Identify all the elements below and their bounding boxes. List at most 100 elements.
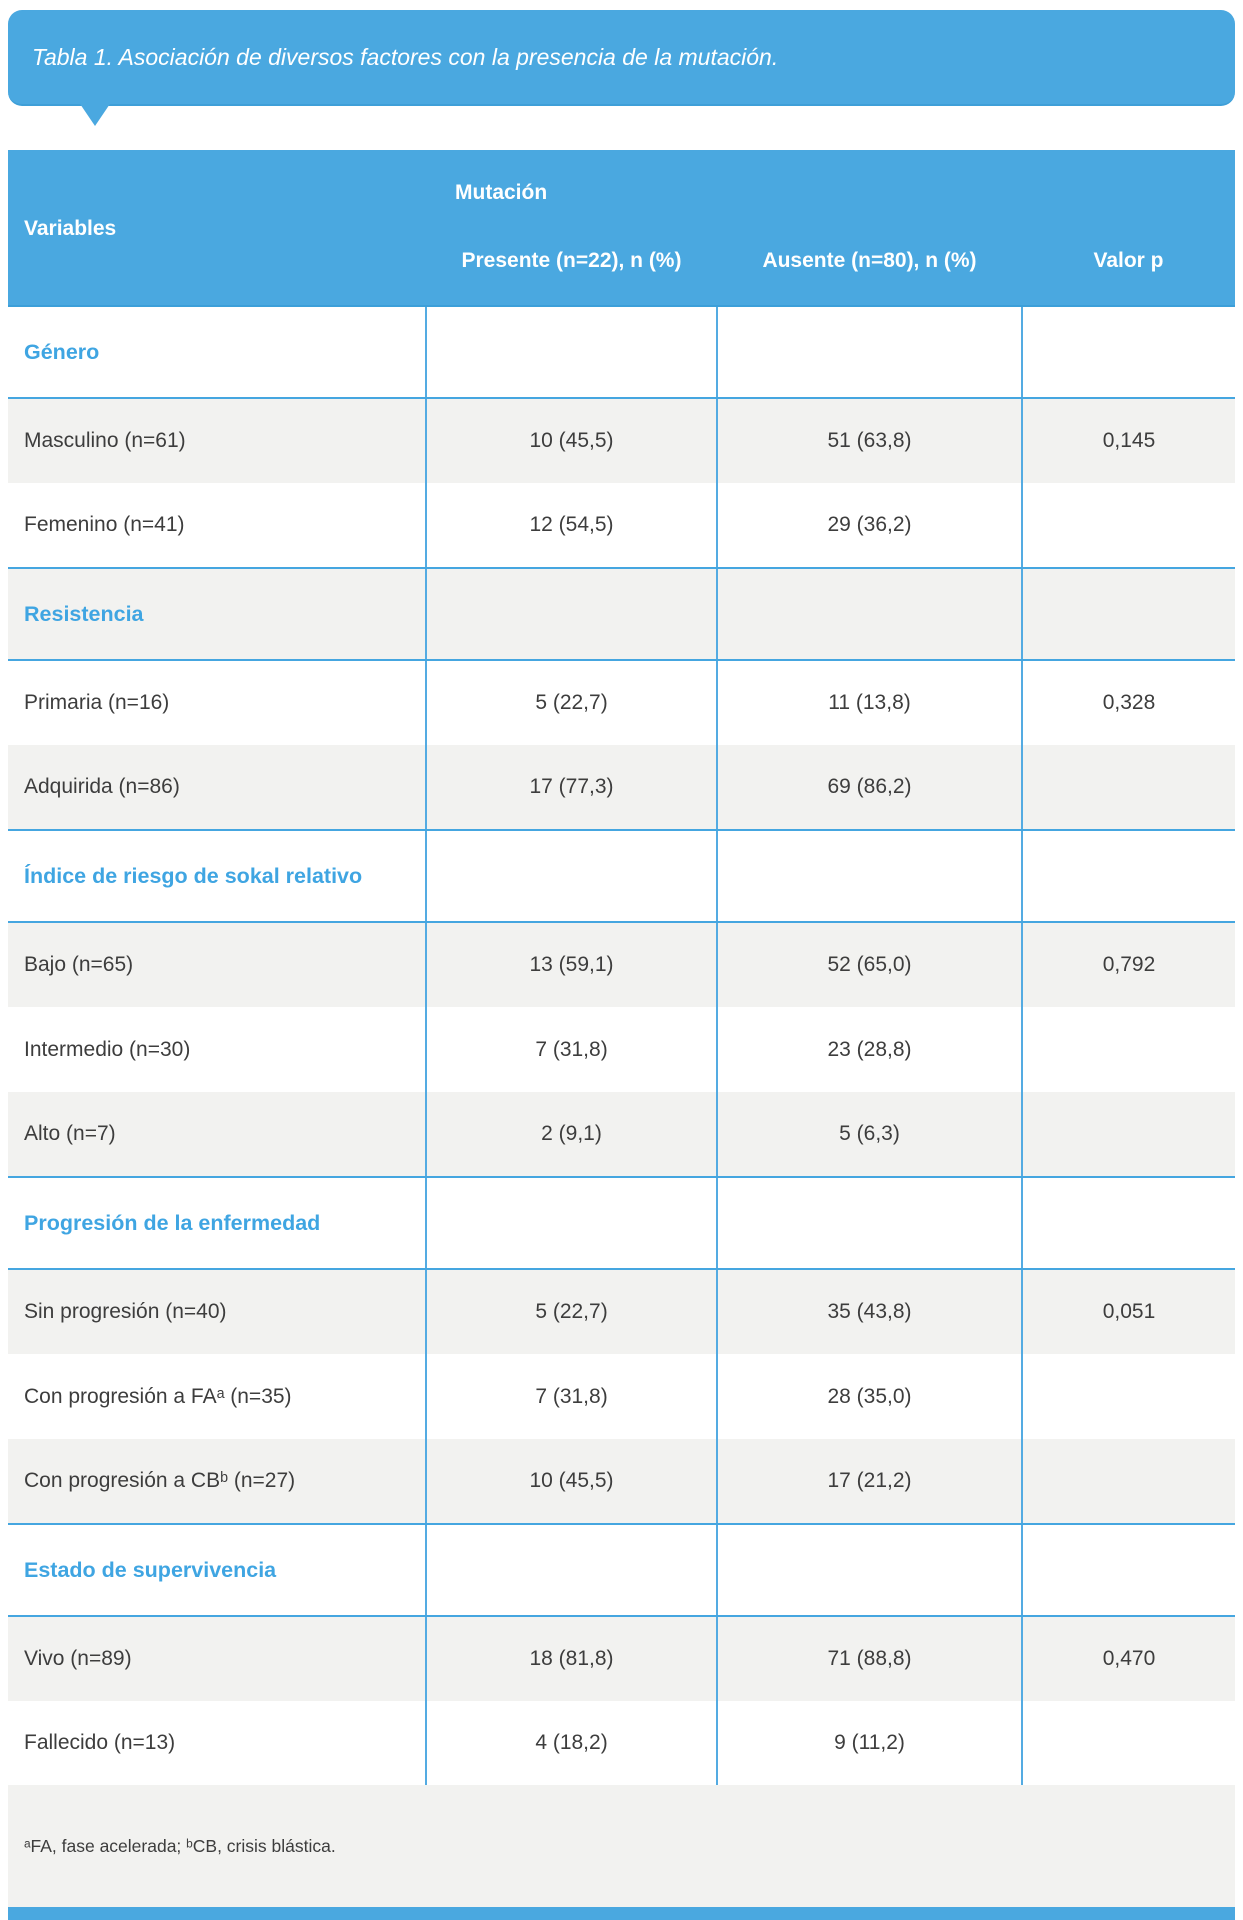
cell-presente: 10 (45,5) [425,1439,717,1525]
row-label: Progresión de la enfermedad [8,1177,426,1270]
table-body: Género Masculino (n=61) 10 (45,5) 51 (63… [8,306,1235,1787]
table-caption-bubble: Tabla 1. Asociación de diversos factores… [8,10,1235,106]
bubble-tail-pointer [72,92,118,126]
table-row: Masculino (n=61) 10 (45,5) 51 (63,8) 0,1… [8,398,1235,483]
cell-presente: 7 (31,8) [425,1007,717,1092]
cell-ausente: 17 (21,2) [716,1439,1022,1525]
row-label: Resistencia [8,568,426,661]
row-label: Primaria (n=16) [24,691,170,714]
cell-presente: 2 (9,1) [425,1092,717,1178]
cell-valor-p [1021,745,1235,831]
row-label: Sin progresión (n=40) [24,1300,227,1323]
table-row: Alto (n=7) 2 (9,1) 5 (6,3) [8,1092,1235,1178]
table-row: Bajo (n=65) 13 (59,1) 52 (65,0) 0,792 [8,922,1235,1007]
cell-valor-p: 0,051 [1021,1269,1235,1354]
cell-valor-p [1021,1092,1235,1178]
cell-ausente: 11 (13,8) [716,660,1022,745]
cell-presente: 5 (22,7) [425,1269,717,1354]
cell-valor-p [1021,1524,1235,1617]
cell-presente: 13 (59,1) [425,922,717,1007]
table-caption: Tabla 1. Asociación de diversos factores… [32,43,779,70]
cell-presente [425,306,717,399]
section-header-row: Progresión de la enfermedad [8,1177,1235,1270]
table-row: Adquirida (n=86) 17 (77,3) 69 (86,2) [8,745,1235,831]
row-label: Masculino (n=61) [24,429,186,452]
section-header-row: Índice de riesgo de sokal relativo [8,830,1235,923]
row-label: Bajo (n=65) [24,953,134,976]
cell-presente [425,1524,717,1617]
cell-valor-p: 0,470 [1021,1616,1235,1701]
table-header: Variables Mutación Presente (n=22), n (%… [8,150,1235,307]
cell-ausente: 35 (43,8) [716,1269,1022,1354]
table-row: Con progresión a CBᵇ (n=27) 10 (45,5) 17… [8,1439,1235,1525]
cell-ausente [716,1524,1022,1617]
column-header-variables: Variables [24,217,117,240]
cell-valor-p: 0,145 [1021,398,1235,483]
cell-presente [425,568,717,661]
table-row: Vivo (n=89) 18 (81,8) 71 (88,8) 0,470 [8,1616,1235,1701]
row-label: Género [8,306,426,399]
cell-ausente [716,830,1022,923]
cell-presente: 4 (18,2) [425,1701,717,1787]
column-header-valor-p: Valor p [1093,249,1164,272]
row-label: Vivo (n=89) [24,1647,132,1670]
row-label: Fallecido (n=13) [8,1701,426,1787]
section-header-row: Resistencia [8,568,1235,661]
cell-valor-p: 0,328 [1021,660,1235,745]
cell-ausente [716,306,1022,399]
cell-presente: 10 (45,5) [425,398,717,483]
cell-valor-p [1021,483,1235,569]
column-group-header-mutacion: Mutación [455,181,548,204]
cell-valor-p [1021,1354,1235,1439]
cell-valor-p [1021,1007,1235,1092]
cell-ausente: 9 (11,2) [716,1701,1022,1787]
footnote-band: ᵃFA, fase acelerada; ᵇCB, crisis blástic… [8,1785,1235,1907]
column-header-ausente: Ausente (n=80), n (%) [762,249,977,272]
cell-valor-p [1021,1439,1235,1525]
column-header-presente: Presente (n=22), n (%) [461,249,682,272]
footnote-text: ᵃFA, fase acelerada; ᵇCB, crisis blástic… [24,1835,336,1856]
table-row: Sin progresión (n=40) 5 (22,7) 35 (43,8)… [8,1269,1235,1354]
cell-ausente: 51 (63,8) [716,398,1022,483]
table-row: Intermedio (n=30) 7 (31,8) 23 (28,8) [8,1007,1235,1092]
row-label: Adquirida (n=86) [8,745,426,831]
cell-ausente [716,568,1022,661]
cell-ausente: 28 (35,0) [716,1354,1022,1439]
cell-valor-p [1021,1701,1235,1787]
cell-ausente: 52 (65,0) [716,922,1022,1007]
row-label: Índice de riesgo de sokal relativo [8,830,426,923]
section-header-row: Género [8,306,1235,399]
row-label: Estado de supervivencia [8,1524,426,1617]
cell-presente: 18 (81,8) [425,1616,717,1701]
cell-presente: 12 (54,5) [425,483,717,569]
table-row: Fallecido (n=13) 4 (18,2) 9 (11,2) [8,1701,1235,1787]
cell-presente: 7 (31,8) [425,1354,717,1439]
cell-presente [425,1177,717,1270]
row-label: Con progresión a FAᵃ (n=35) [24,1384,292,1408]
cell-ausente: 71 (88,8) [716,1616,1022,1701]
section-header-row: Estado de supervivencia [8,1524,1235,1617]
cell-ausente: 69 (86,2) [716,745,1022,831]
cell-ausente: 29 (36,2) [716,483,1022,569]
cell-valor-p [1021,1177,1235,1270]
cell-valor-p [1021,568,1235,661]
table-row: Femenino (n=41) 12 (54,5) 29 (36,2) [8,483,1235,569]
cell-valor-p: 0,792 [1021,922,1235,1007]
table-row: Con progresión a FAᵃ (n=35) 7 (31,8) 28 … [8,1354,1235,1439]
cell-valor-p [1021,306,1235,399]
row-label: Intermedio (n=30) [24,1037,191,1061]
cell-ausente: 5 (6,3) [716,1092,1022,1178]
cell-ausente: 23 (28,8) [716,1007,1022,1092]
table-header-band: Variables Mutación Presente (n=22), n (%… [8,150,1235,307]
cell-presente: 5 (22,7) [425,660,717,745]
table-row: Primaria (n=16) 5 (22,7) 11 (13,8) 0,328 [8,660,1235,745]
row-label: Alto (n=7) [8,1092,426,1178]
cell-ausente [716,1177,1022,1270]
bottom-accent-bar [8,1907,1235,1920]
row-label: Con progresión a CBᵇ (n=27) [8,1439,426,1525]
row-label: Femenino (n=41) [8,483,426,569]
cell-presente: 17 (77,3) [425,745,717,831]
cell-presente [425,830,717,923]
association-table: Variables Mutación Presente (n=22), n (%… [8,150,1235,1787]
cell-valor-p [1021,830,1235,923]
